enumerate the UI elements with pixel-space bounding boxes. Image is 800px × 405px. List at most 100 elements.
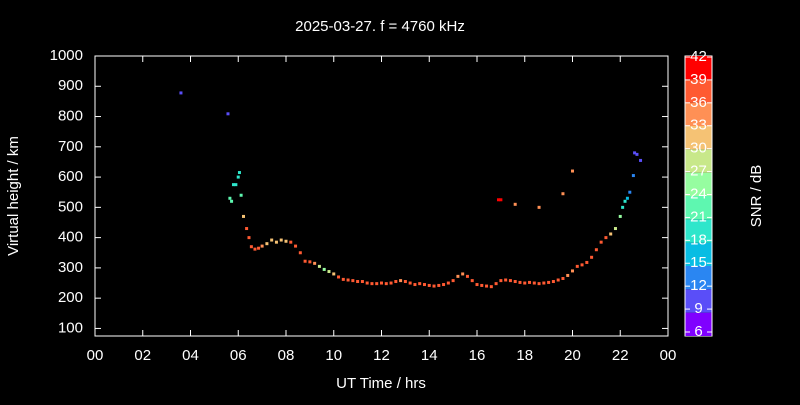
x-tick-label: 18	[516, 347, 533, 364]
data-point	[623, 199, 627, 203]
data-point	[322, 267, 326, 271]
data-point	[332, 272, 336, 276]
y-tick-label: 400	[58, 229, 83, 246]
data-point	[585, 260, 589, 264]
y-tick-label: 300	[58, 259, 83, 276]
colorbar-bin	[685, 172, 712, 196]
colorbar-bin	[685, 242, 712, 266]
x-tick-label: 20	[564, 347, 581, 364]
data-point	[247, 236, 251, 240]
data-point	[446, 281, 450, 285]
data-point	[566, 273, 570, 277]
data-point	[327, 270, 331, 274]
colorbar-tick-label: 12	[690, 277, 707, 294]
data-point	[313, 261, 317, 265]
data-point	[237, 171, 241, 175]
data-point	[518, 280, 522, 284]
data-point	[485, 284, 489, 288]
data-point	[239, 193, 243, 197]
data-point	[351, 279, 355, 283]
data-point	[513, 202, 517, 206]
data-point	[249, 245, 253, 249]
data-point	[234, 183, 238, 187]
data-point	[231, 183, 235, 187]
data-point	[590, 255, 594, 259]
x-tick-label: 12	[373, 347, 390, 364]
data-point	[260, 244, 264, 248]
colorbar-bin	[685, 56, 712, 80]
data-point	[499, 198, 503, 202]
data-point	[179, 91, 183, 95]
data-point	[228, 196, 232, 200]
data-point	[418, 282, 422, 286]
data-point	[399, 279, 403, 283]
data-point	[571, 269, 574, 273]
data-point	[245, 227, 249, 231]
y-tick-label: 900	[58, 77, 83, 94]
data-point	[456, 274, 460, 278]
data-point	[594, 248, 598, 252]
colorbar-tick-label: 6	[694, 323, 702, 340]
data-point	[370, 282, 374, 286]
data-point	[508, 279, 512, 283]
data-point	[571, 169, 574, 173]
data-point	[639, 158, 643, 162]
x-tick-label: 14	[421, 347, 438, 364]
colorbar-tick-label: 39	[690, 71, 707, 88]
data-point	[236, 175, 240, 179]
data-point	[628, 190, 632, 194]
x-axis-label: UT Time / hrs	[336, 375, 426, 392]
colorbar-tick-label: 30	[690, 140, 707, 157]
data-point	[542, 281, 546, 285]
data-point	[513, 280, 517, 284]
x-tick-label: 22	[612, 347, 629, 364]
colorbar-bin	[685, 289, 712, 313]
data-point	[294, 244, 298, 248]
data-point	[489, 285, 493, 289]
data-point	[556, 278, 560, 282]
data-point	[465, 274, 469, 278]
y-tick-label: 200	[58, 289, 83, 306]
data-point	[265, 242, 269, 246]
data-point	[599, 240, 603, 244]
data-point	[635, 152, 639, 156]
x-tick-label: 16	[469, 347, 486, 364]
y-tick-label: 100	[58, 319, 83, 336]
data-point	[437, 283, 441, 287]
data-point	[618, 214, 622, 218]
data-point	[356, 280, 360, 284]
data-point	[253, 247, 257, 251]
x-tick-label: 00	[660, 347, 677, 364]
data-point	[346, 278, 350, 282]
x-tick-label: 04	[182, 347, 199, 364]
data-point	[537, 205, 541, 209]
colorbar-tick-label: 15	[690, 254, 707, 271]
data-point	[451, 279, 455, 283]
data-point	[621, 205, 625, 209]
data-point	[494, 282, 498, 286]
data-point	[303, 259, 307, 263]
data-point	[523, 281, 527, 285]
data-point	[609, 232, 613, 236]
data-point	[270, 238, 274, 242]
data-point	[580, 263, 584, 267]
data-point	[284, 239, 288, 243]
data-point	[384, 282, 388, 286]
colorbar-tick-label: 24	[690, 185, 707, 202]
data-point	[604, 236, 608, 240]
data-point	[274, 240, 278, 244]
data-point	[389, 281, 393, 285]
data-point	[365, 281, 369, 285]
y-tick-label: 500	[58, 198, 83, 215]
y-tick-label: 700	[58, 138, 83, 155]
data-point	[480, 283, 484, 287]
data-point	[633, 151, 637, 155]
chart-title: 2025-03-27. f = 4760 kHz	[295, 18, 465, 35]
colorbar-bin	[685, 312, 712, 336]
data-point	[528, 280, 532, 284]
y-tick-label: 600	[58, 168, 83, 185]
y-tick-label: 1000	[50, 47, 83, 64]
data-point	[394, 280, 398, 284]
colorbar-bin	[685, 126, 712, 150]
